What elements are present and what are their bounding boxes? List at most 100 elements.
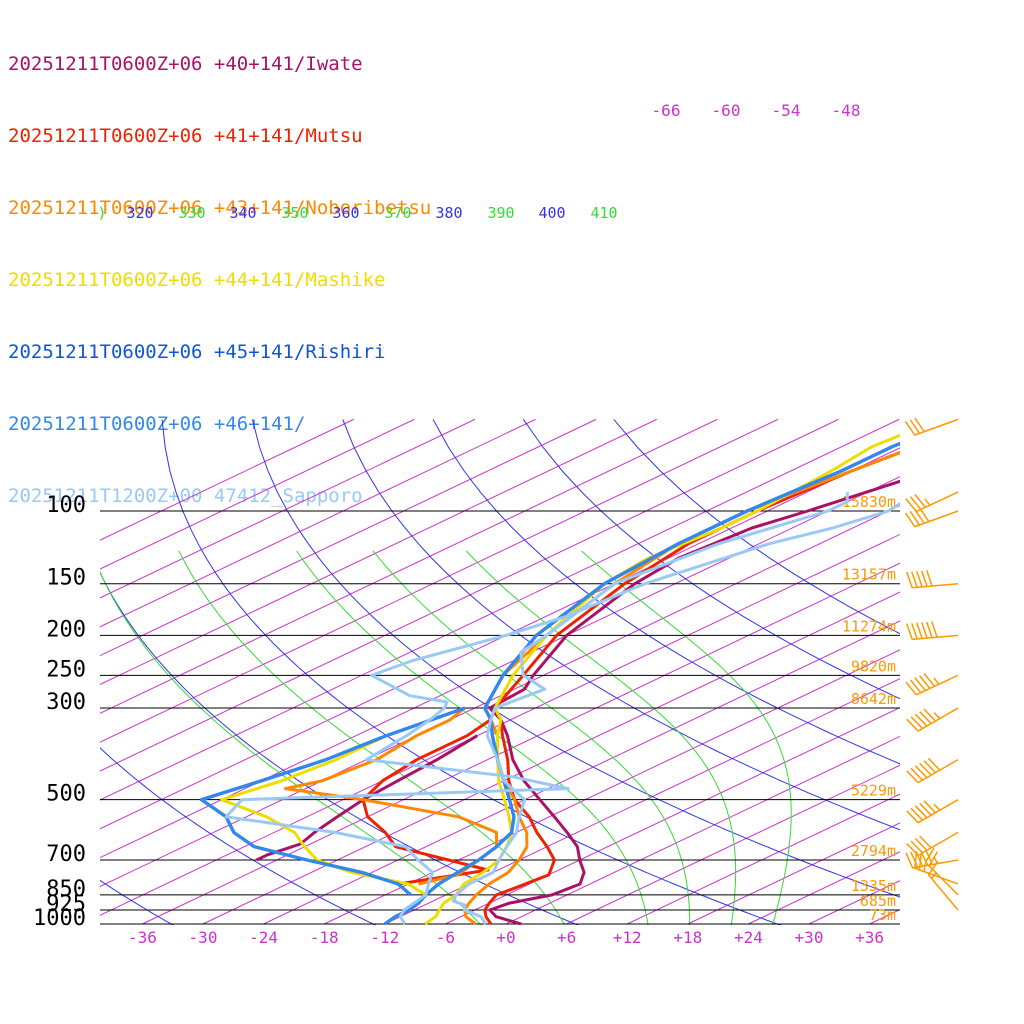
- wind-barb-feather: [910, 767, 924, 781]
- wind-barb-shaft: [914, 867, 959, 885]
- pressure-label: 200: [46, 617, 86, 642]
- theta-label: 350: [281, 204, 308, 222]
- moist-adiabat-line: [178, 550, 566, 925]
- wind-barb-feather: [914, 851, 918, 869]
- wind-barb-feather: [928, 851, 939, 867]
- legend-entry-mutsu: 20251211T0600Z+06 +41+141/Mutsu: [8, 125, 363, 147]
- wind-barb-half-feather: [933, 803, 941, 811]
- isotherm-line: [323, 649, 900, 925]
- legend: 20251211T0600Z+06 +40+141/Iwate 20251211…: [8, 4, 431, 532]
- wind-barb-shaft: [914, 418, 959, 436]
- isotherm-top-label: -66: [652, 101, 681, 120]
- wind-barb-shaft: [915, 491, 959, 513]
- legend-entry-noboribetsu: 20251211T0600Z+06 +43+141/Noboribetsu: [8, 197, 432, 219]
- wind-barb-feather: [926, 570, 933, 587]
- wind-barb-shaft: [924, 861, 959, 896]
- wind-barb-feather: [914, 713, 928, 727]
- isotherm-line: [100, 504, 900, 888]
- temperature-tick-label: +6: [557, 928, 576, 947]
- theta-label: 320: [126, 204, 153, 222]
- isotherm-line: [100, 418, 779, 743]
- legend-entry-iwate: 20251211T0600Z+06 +40+141/Iwate: [8, 53, 363, 75]
- theta-label: 340: [229, 204, 256, 222]
- wind-barb-feather: [919, 762, 932, 776]
- isotherm-line: [100, 418, 657, 686]
- isotherm-line: [100, 418, 839, 772]
- wind-barb-shaft: [917, 831, 959, 857]
- isotherm-top-label: -54: [772, 101, 801, 120]
- wind-barb: [914, 851, 959, 885]
- temperature-tick-label: +36: [855, 928, 884, 947]
- wind-barb-shaft: [912, 634, 959, 641]
- wind-barb: [906, 570, 959, 589]
- wind-barb-feather: [910, 716, 924, 730]
- wind-barb-feather: [919, 507, 930, 523]
- temperature-tick-label: -36: [128, 928, 157, 947]
- wind-barb-feather: [909, 510, 921, 526]
- wind-barb-feather: [919, 835, 932, 849]
- temperature-profile: [488, 479, 900, 925]
- theta-label: 410: [590, 204, 617, 222]
- wind-barb: [906, 799, 959, 824]
- temperature-tick-label: +18: [673, 928, 702, 947]
- moist-adiabat-line: [296, 550, 649, 925]
- wind-barb-feather: [919, 711, 932, 725]
- background-grid: [100, 418, 900, 925]
- pressure-label: 700: [46, 842, 86, 867]
- theta-label: 330: [178, 204, 205, 222]
- wind-barb-feather: [923, 760, 937, 774]
- wind-barb-feather: [916, 571, 923, 588]
- temperature-tick-label: +30: [795, 928, 824, 947]
- legend-entry-mashike: 20251211T0600Z+06 +44+141/Mashike: [8, 269, 386, 291]
- wind-barb-shaft: [927, 874, 959, 911]
- isotherm-top-label: -48: [832, 101, 861, 120]
- isotherm-line: [100, 418, 718, 714]
- isotherm-line: [445, 706, 900, 925]
- isotherm-line: [263, 620, 900, 925]
- wind-barb-half-feather: [933, 677, 940, 685]
- legend-entry-46-141: 20251211T0600Z+06 +46+141/: [8, 413, 306, 435]
- height-label: 13157m: [842, 566, 896, 584]
- wind-barb-feather: [909, 419, 921, 434]
- wind-barb-feather: [921, 570, 928, 587]
- pressure-label: 925: [46, 892, 86, 917]
- isotherm-line: [687, 822, 900, 925]
- wind-barb-feather: [904, 512, 916, 528]
- moist-adiabat-line: [581, 550, 792, 925]
- isotherm-line: [100, 418, 536, 628]
- axis-labels: ) 320 340 360 380 400 330 350 370 390 410 -66 -60 -54…: [33, 101, 896, 947]
- wind-barb-feather: [914, 837, 928, 851]
- wind-barb-shaft: [915, 674, 959, 696]
- isotherm-top-label: -60: [712, 101, 741, 120]
- wind-barb-feather: [911, 571, 918, 588]
- wind-barb-feather: [906, 571, 913, 588]
- isotherm-line: [100, 418, 476, 599]
- isotherm-line: [100, 418, 597, 657]
- wind-barbs: [904, 417, 959, 911]
- moist-adiabat-line: [100, 570, 482, 925]
- wind-barb-feather: [911, 623, 918, 640]
- wind-barb-feather: [927, 757, 941, 771]
- wind-barb: [905, 491, 959, 513]
- wind-barb: [906, 757, 959, 784]
- pressure-label: 850: [46, 877, 86, 902]
- height-label: 5229m: [851, 782, 896, 800]
- height-label: 9820m: [851, 657, 896, 675]
- wind-barb: [906, 707, 959, 732]
- isotherm-line: [100, 533, 900, 916]
- theta-label: 390: [487, 204, 514, 222]
- wind-barb-half-feather: [933, 712, 941, 720]
- wind-barb: [927, 860, 959, 911]
- isotherm-line: [100, 418, 900, 801]
- dry-adiabat-line: [100, 571, 579, 925]
- moist-adiabat-line: [372, 550, 691, 925]
- pressure-label: 300: [46, 690, 86, 715]
- wind-barb-feather: [904, 421, 916, 436]
- temperature-tick-label: -30: [189, 928, 218, 947]
- wind-barb-shaft: [912, 582, 959, 589]
- dry-adiabat-line: [432, 419, 900, 765]
- dry-adiabat-line: [100, 879, 174, 925]
- pressure-label: 150: [46, 566, 86, 591]
- temperature-tick-label: -24: [249, 928, 278, 947]
- pressure-label: 500: [46, 782, 86, 807]
